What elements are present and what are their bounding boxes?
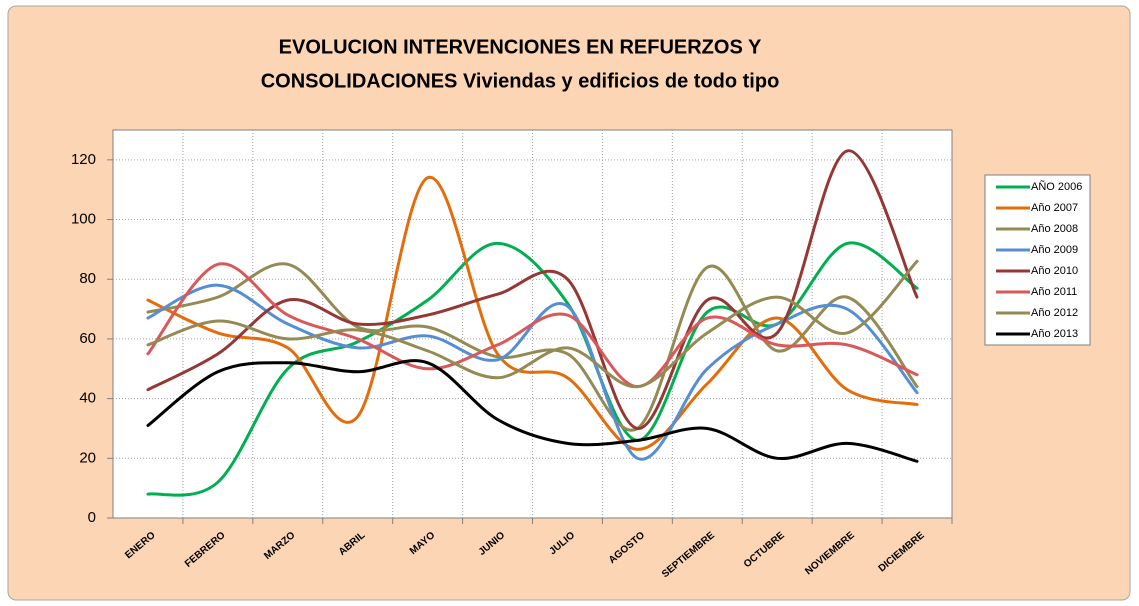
legend (984, 174, 1091, 346)
series-line (146, 259, 919, 389)
legend-label: AÑO 2006 (1031, 180, 1082, 193)
legend-label: Año 2009 (1031, 244, 1078, 256)
series-line (146, 359, 919, 463)
legend-label: Año 2013 (1031, 328, 1078, 340)
series-line (146, 262, 919, 389)
chart-title: EVOLUCION INTERVENCIONES EN REFUERZOS Y (279, 36, 762, 58)
series-line (146, 283, 919, 461)
y-tick-label: 120 (71, 151, 96, 168)
legend-label: Año 2008 (1031, 223, 1078, 235)
y-tick-label: 0 (88, 509, 96, 526)
y-tick-label: 60 (79, 330, 96, 347)
legend-label: Año 2010 (1031, 265, 1078, 277)
legend-label: Año 2011 (1031, 286, 1077, 298)
legend-label: Año 2012 (1031, 307, 1078, 319)
y-tick-label: 40 (79, 390, 96, 407)
series-line (146, 149, 919, 430)
y-tick-label: 80 (79, 270, 96, 287)
chart-title: CONSOLIDACIONES Viviendas y edificios de… (261, 70, 780, 92)
series-line (146, 262, 919, 432)
y-tick-label: 20 (79, 449, 96, 466)
y-tick-label: 100 (71, 211, 96, 228)
legend-label: Año 2007 (1031, 202, 1078, 214)
